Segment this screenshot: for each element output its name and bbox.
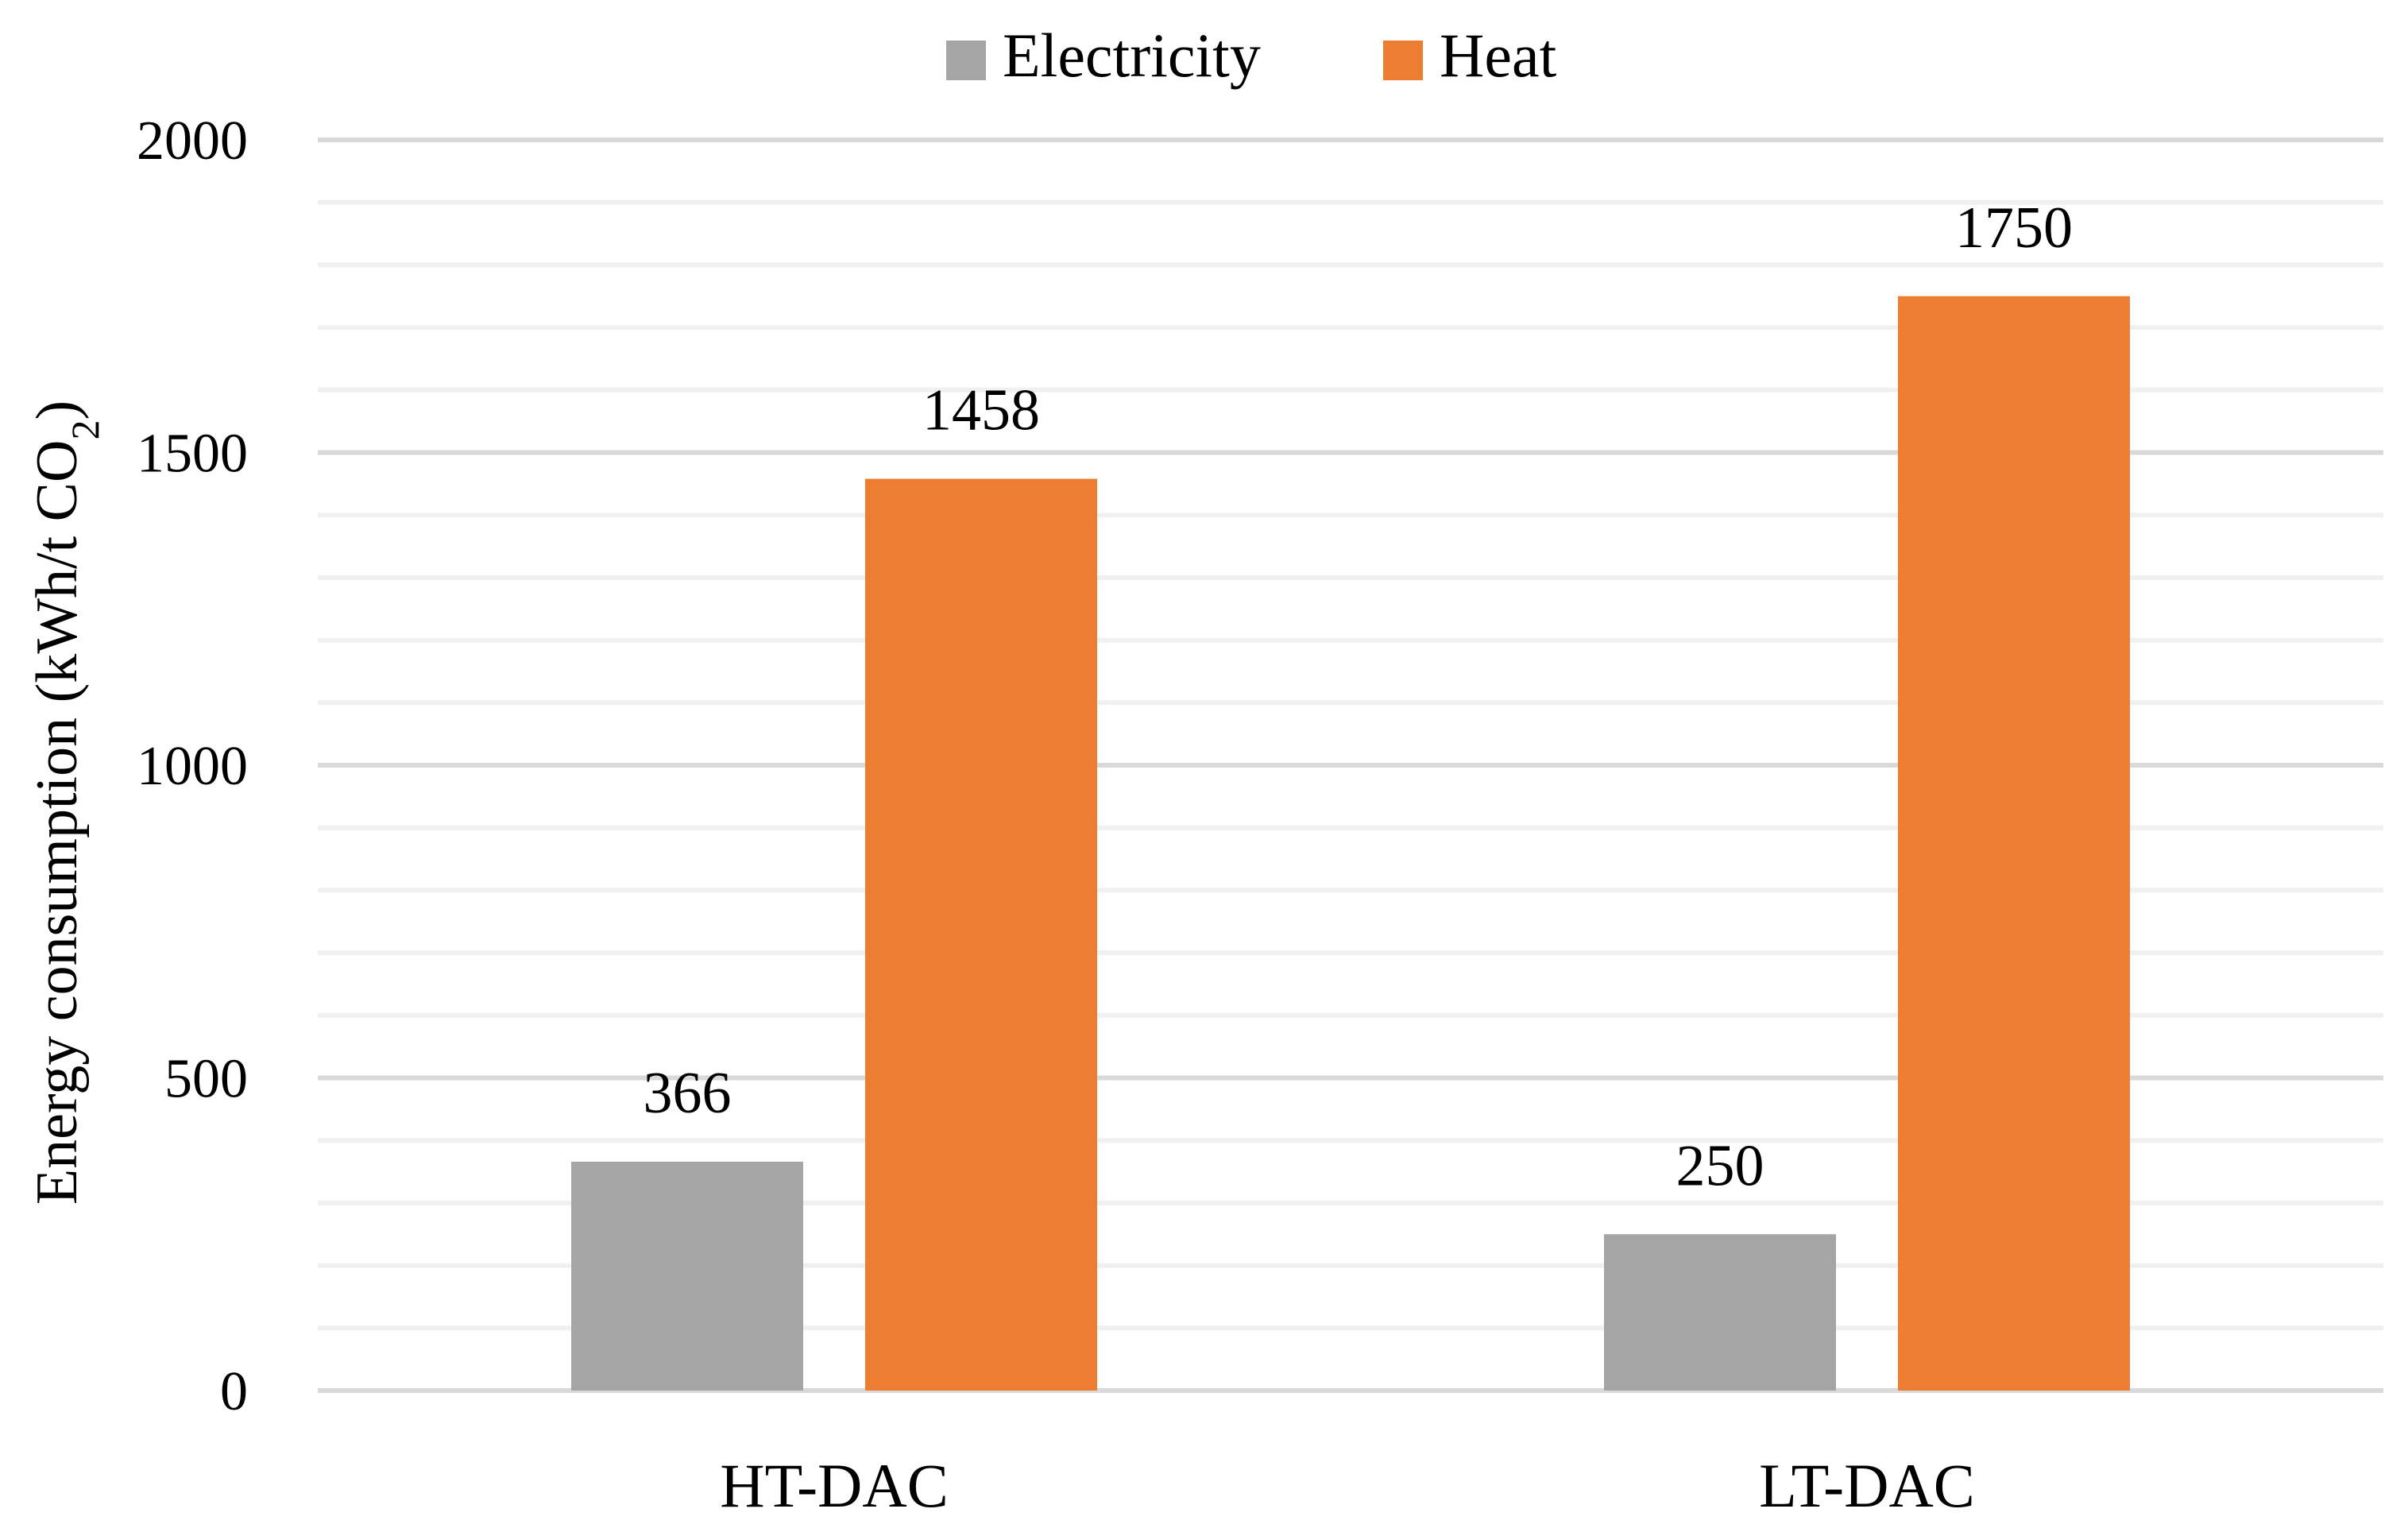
y-tick-label: 1500 [137,424,248,485]
data-label-electricity-lt-dac: 250 [1676,1133,1764,1198]
legend-label-electricity: Electricity [1003,21,1261,90]
x-axis-categories: HT-DAC LT-DAC [720,1451,1975,1520]
legend-label-heat: Heat [1440,21,1557,90]
bar-electricity-lt-dac [1604,1234,1836,1391]
bar-heat-ht-dac [865,478,1097,1391]
legend: Electricity Heat [946,21,1557,90]
bar-heat-lt-dac [1898,296,2130,1391]
legend-swatch-electricity [946,41,986,80]
y-tick-label: 2000 [137,110,248,172]
data-label-heat-ht-dac: 1458 [922,378,1040,443]
y-tick-label: 500 [164,1049,248,1110]
data-label-electricity-ht-dac: 366 [644,1061,732,1126]
y-tick-label: 0 [220,1361,248,1422]
legend-swatch-heat [1383,41,1423,80]
y-tick-label: 1000 [137,736,248,797]
y-axis-label: Energy consumption (kWh/t CO2) [25,400,107,1205]
data-labels: 366 1458 250 1750 [644,195,2074,1199]
bar-electricity-ht-dac [571,1161,803,1391]
x-category-label: LT-DAC [1759,1451,1975,1520]
bars [571,296,2130,1391]
y-axis-ticks: 0 500 1000 1500 2000 [137,110,248,1422]
data-label-heat-lt-dac: 1750 [1955,195,2073,261]
x-category-label: HT-DAC [720,1451,948,1520]
